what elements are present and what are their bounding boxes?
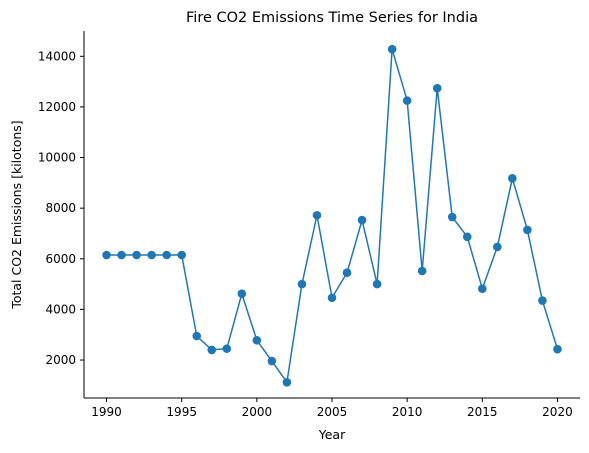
- data-point: [192, 332, 201, 341]
- data-point: [478, 284, 487, 293]
- data-point: [268, 357, 277, 366]
- data-point: [493, 243, 502, 252]
- x-tick-label: 2000: [242, 405, 273, 419]
- series-line: [107, 49, 558, 382]
- data-point: [508, 174, 517, 183]
- x-tick-label: 2005: [317, 405, 348, 419]
- data-point: [388, 45, 397, 54]
- data-point: [298, 280, 307, 289]
- y-tick-label: 4000: [45, 302, 76, 316]
- y-tick-label: 12000: [38, 100, 76, 114]
- chart-axes: [84, 31, 580, 398]
- data-point: [207, 346, 216, 355]
- x-tick-label: 2010: [392, 405, 423, 419]
- data-point: [132, 251, 141, 260]
- data-point: [147, 251, 156, 260]
- data-point: [162, 251, 171, 260]
- y-axis-ticks: 2000 4000 6000 8000 10000 12000 14000: [38, 49, 84, 367]
- data-point: [418, 267, 427, 276]
- data-point: [117, 251, 126, 260]
- data-point: [433, 84, 442, 93]
- data-point: [238, 289, 247, 298]
- data-point: [102, 251, 111, 260]
- y-axis-label: Total CO2 Emissions [kilotons]: [9, 120, 24, 309]
- y-tick-label: 2000: [45, 353, 76, 367]
- x-axis-label: Year: [318, 427, 346, 442]
- x-axis-ticks: 1990 1995 2000 2005 2010 2015 2020: [91, 398, 572, 419]
- data-point: [553, 345, 562, 354]
- data-point: [373, 280, 382, 289]
- data-point: [463, 232, 472, 241]
- data-point: [222, 344, 231, 353]
- data-point: [448, 213, 457, 222]
- data-point: [343, 268, 352, 277]
- data-point: [403, 96, 412, 105]
- data-point: [328, 293, 337, 302]
- data-point: [313, 211, 322, 220]
- data-point: [358, 216, 367, 225]
- data-point: [177, 251, 186, 260]
- data-point: [253, 336, 262, 345]
- y-tick-label: 10000: [38, 151, 76, 165]
- y-tick-label: 6000: [45, 252, 76, 266]
- data-point: [523, 226, 532, 235]
- y-tick-label: 14000: [38, 49, 76, 63]
- chart-title: Fire CO2 Emissions Time Series for India: [186, 10, 478, 26]
- y-tick-label: 8000: [45, 201, 76, 215]
- x-tick-label: 1995: [166, 405, 197, 419]
- x-tick-label: 1990: [91, 405, 122, 419]
- data-point: [283, 378, 292, 387]
- x-tick-label: 2015: [467, 405, 498, 419]
- data-point: [538, 296, 547, 305]
- data-points: [102, 45, 562, 387]
- x-tick-label: 2020: [542, 405, 573, 419]
